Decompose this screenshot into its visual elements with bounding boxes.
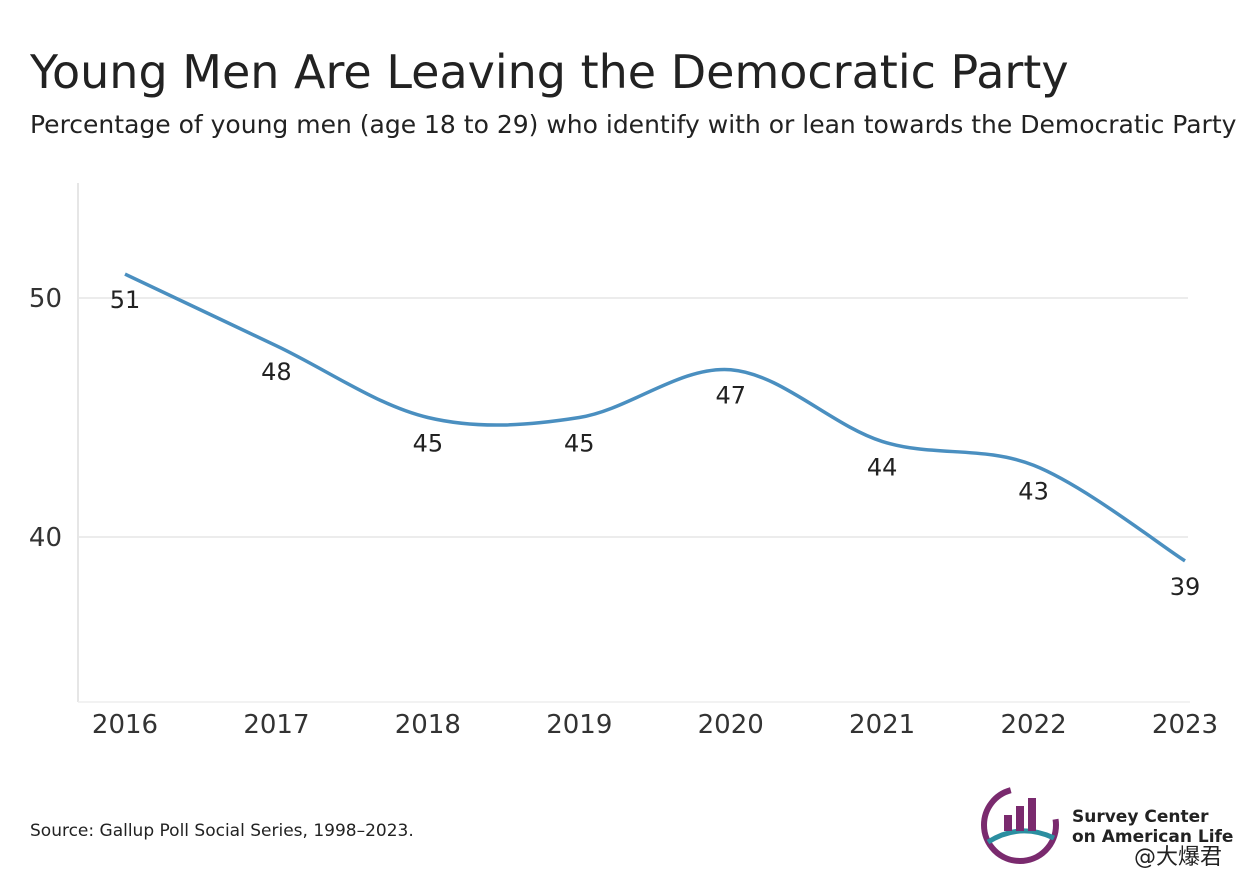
x-tick-label: 2019	[546, 710, 612, 740]
logo-bar	[1016, 806, 1024, 831]
x-tick-label: 2020	[698, 710, 764, 740]
logo-wave	[986, 828, 1056, 845]
logo-text: Survey Center	[1072, 807, 1209, 827]
logo-text: on American Life	[1072, 827, 1233, 847]
value-label: 43	[1018, 477, 1049, 505]
value-label: 45	[413, 430, 444, 458]
value-label: 48	[261, 358, 292, 386]
line	[124, 272, 1186, 563]
value-label: 51	[110, 286, 141, 314]
chart-subtitle: Percentage of young men (age 18 to 29) w…	[30, 110, 1236, 139]
value-label: 47	[715, 382, 746, 410]
logo-bar	[1004, 815, 1012, 831]
x-tick-label: 2022	[1000, 710, 1066, 740]
chart-title: Young Men Are Leaving the Democratic Par…	[29, 45, 1069, 99]
x-tick-label: 2016	[92, 710, 158, 740]
x-tick-label: 2018	[395, 710, 461, 740]
y-tick-label: 50	[29, 284, 62, 314]
logo: Survey Center on American Life	[981, 786, 1233, 864]
logo-bar	[1028, 798, 1036, 831]
source: Source: Gallup Poll Social Series, 1998–…	[30, 821, 414, 841]
value-label: 45	[564, 430, 595, 458]
x-tick-label: 2021	[849, 710, 915, 740]
watermark: @大爆君	[1134, 845, 1222, 870]
x-tick-label: 2023	[1152, 710, 1218, 740]
value-label: 39	[1170, 573, 1201, 601]
value-label: 44	[867, 453, 898, 481]
x-tick-label: 2017	[243, 710, 309, 740]
y-tick-label: 40	[29, 523, 62, 553]
logo-ring	[981, 786, 1059, 864]
